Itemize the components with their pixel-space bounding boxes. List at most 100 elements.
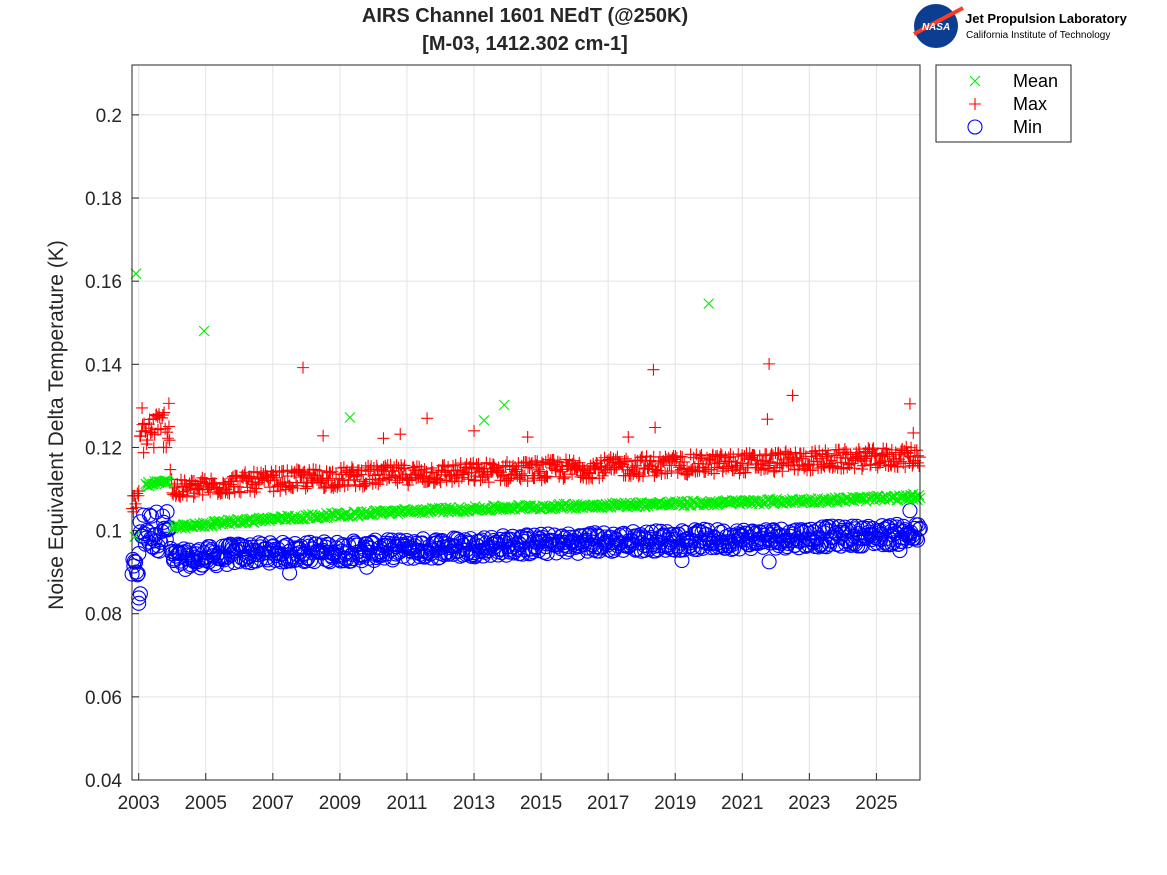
max-point xyxy=(502,474,515,487)
mean-point xyxy=(250,513,262,525)
min-point xyxy=(791,540,807,556)
max-point xyxy=(284,481,297,494)
max-point xyxy=(787,453,800,466)
mean-point xyxy=(284,513,296,525)
min-point xyxy=(462,535,478,552)
y-axis-label: Noise Equivalent Delta Temperature (K) xyxy=(45,240,68,610)
y-tick-label: 0.12 xyxy=(85,438,122,459)
min-point xyxy=(252,539,268,555)
max-point xyxy=(568,462,581,475)
y-tick-label: 0.16 xyxy=(85,272,122,293)
legend-marker-mean xyxy=(969,75,981,87)
max-point xyxy=(164,463,177,476)
max-point xyxy=(557,472,570,485)
min-point xyxy=(130,566,146,582)
min-point xyxy=(450,531,466,547)
nasa-swoosh-icon xyxy=(913,6,964,36)
min-outlier-point xyxy=(761,554,777,570)
max-point xyxy=(413,460,426,473)
max-point xyxy=(131,487,144,500)
mean-point xyxy=(419,507,430,519)
min-point xyxy=(780,535,796,551)
max-point xyxy=(224,478,237,491)
max-point xyxy=(151,423,164,436)
max-point xyxy=(331,481,344,494)
max-point xyxy=(596,469,609,482)
min-point xyxy=(911,521,927,537)
max-point xyxy=(818,460,831,473)
max-point xyxy=(196,488,209,501)
max-point xyxy=(870,447,883,460)
max-outlier-point xyxy=(297,361,310,374)
x-tick-label: 2011 xyxy=(387,793,428,814)
max-point xyxy=(573,456,586,469)
max-point xyxy=(776,465,789,478)
x-tick-label: 2019 xyxy=(654,793,696,814)
mean-outlier-point xyxy=(160,475,171,487)
min-point xyxy=(336,553,352,569)
grid xyxy=(132,65,920,781)
max-point xyxy=(739,466,752,479)
legend-label-max: Max xyxy=(1013,94,1047,114)
max-point xyxy=(900,440,913,453)
max-outlier-point xyxy=(903,397,916,410)
y-tick-label: 0.04 xyxy=(85,771,122,792)
max-point xyxy=(324,466,337,479)
max-point xyxy=(415,464,428,477)
max-outlier-point xyxy=(786,389,799,402)
mean-outlier-point xyxy=(130,268,142,280)
max-point xyxy=(720,462,733,475)
mean-outlier-point xyxy=(498,399,510,411)
max-point xyxy=(468,474,481,487)
max-point xyxy=(148,428,161,441)
max-outlier-point xyxy=(907,426,920,439)
max-outlier-point xyxy=(377,432,390,445)
max-outlier-point xyxy=(394,428,407,441)
series-mean xyxy=(129,268,926,543)
max-outlier-point xyxy=(761,413,774,426)
mean-point xyxy=(363,508,375,520)
max-outlier-point xyxy=(647,363,660,376)
mean-point xyxy=(823,494,834,506)
max-point xyxy=(699,461,712,474)
max-point xyxy=(637,470,650,483)
mean-point xyxy=(604,498,615,510)
mean-point xyxy=(547,502,559,514)
max-outlier-point xyxy=(421,412,434,425)
data-marks xyxy=(124,268,928,611)
max-point xyxy=(654,457,667,470)
max-point xyxy=(693,450,706,463)
max-point xyxy=(403,474,416,487)
y-tick-label: 0.08 xyxy=(85,605,122,626)
max-point xyxy=(852,443,865,456)
max-point xyxy=(797,447,810,460)
min-outlier-point xyxy=(282,565,298,581)
min-outlier-point xyxy=(674,552,690,569)
mean-point xyxy=(223,514,234,526)
plot-area xyxy=(132,65,920,780)
min-point xyxy=(909,532,926,548)
min-point xyxy=(159,504,175,520)
max-point xyxy=(174,490,187,503)
max-point xyxy=(806,464,819,477)
min-point xyxy=(129,567,146,583)
max-point xyxy=(398,459,411,472)
max-point xyxy=(825,454,838,467)
max-outlier-point xyxy=(136,401,149,414)
min-point xyxy=(815,519,831,535)
max-point xyxy=(880,442,893,455)
max-point xyxy=(259,465,272,478)
max-point xyxy=(727,450,740,463)
max-point xyxy=(558,471,571,484)
x-ticks: 2003 2005 2007 2009 2011 2013 2015 2017 2019 2021… xyxy=(118,773,898,814)
max-point xyxy=(345,461,358,474)
max-point xyxy=(234,486,247,499)
y-tick-label: 0.1 xyxy=(96,522,122,543)
max-point xyxy=(434,476,447,489)
max-point xyxy=(140,424,153,437)
mean-point xyxy=(179,519,190,530)
max-point xyxy=(451,469,464,482)
max-point xyxy=(418,463,431,476)
mean-point xyxy=(197,517,209,529)
max-point xyxy=(374,474,387,487)
